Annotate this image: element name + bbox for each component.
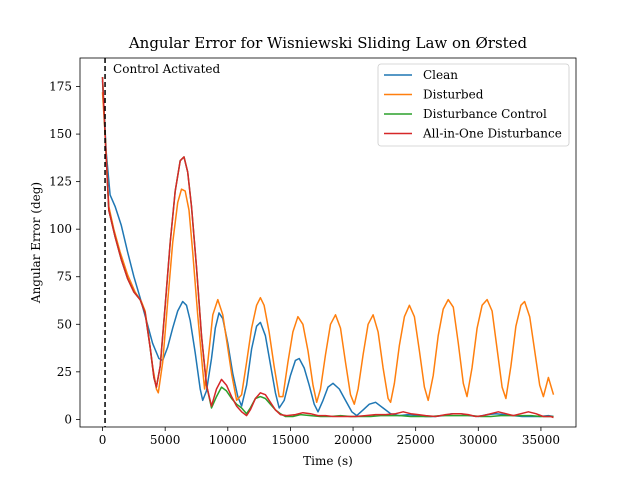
y-axis: 0 25 50 75 100 125 150 175 — [49, 80, 80, 426]
legend: Clean Disturbed Disturbance Control All-in-… — [377, 63, 570, 147]
x-tick-label: 0 — [99, 433, 107, 447]
series-line-1 — [101, 92, 555, 405]
axes-frame — [79, 57, 577, 428]
legend-label-0: Clean — [423, 68, 458, 82]
x-tick-label: 5000 — [150, 433, 181, 447]
y-axis-label: Angular Error (deg) — [29, 182, 43, 304]
x-axis: 0 5000 10000 15000 20000 25000 30000 35000 — [99, 427, 560, 447]
control-activated-label: Control Activated — [113, 62, 220, 76]
y-tick-label: 50 — [57, 317, 72, 331]
x-tick-label: 10000 — [209, 433, 247, 447]
y-tick-label: 25 — [57, 365, 72, 379]
legend-frame — [377, 63, 570, 147]
x-tick-label: 25000 — [397, 433, 435, 447]
y-tick-label: 0 — [64, 412, 72, 426]
legend-items: Clean Disturbed Disturbance Control All-in-… — [384, 68, 562, 141]
y-tick-label: 125 — [49, 175, 72, 189]
y-tick-label: 100 — [49, 222, 72, 236]
series-layer — [101, 76, 555, 419]
x-tick-label: 30000 — [459, 433, 497, 447]
y-tick-label: 75 — [57, 270, 72, 284]
x-axis-label: Time (s) — [303, 454, 353, 468]
series-line-3 — [101, 76, 554, 419]
annotation-layer: Control Activated — [104, 58, 221, 427]
y-tick-label: 150 — [49, 127, 72, 141]
legend-label-3: All-in-One Disturbance — [422, 127, 562, 141]
y-tick-label: 175 — [49, 80, 72, 94]
legend-label-2: Disturbance Control — [423, 107, 547, 121]
chart-title: Angular Error for Wisniewski Sliding Law… — [128, 34, 528, 52]
x-tick-label: 35000 — [522, 433, 560, 447]
x-tick-label: 20000 — [334, 433, 372, 447]
legend-label-1: Disturbed — [423, 88, 484, 102]
x-tick-label: 15000 — [271, 433, 309, 447]
